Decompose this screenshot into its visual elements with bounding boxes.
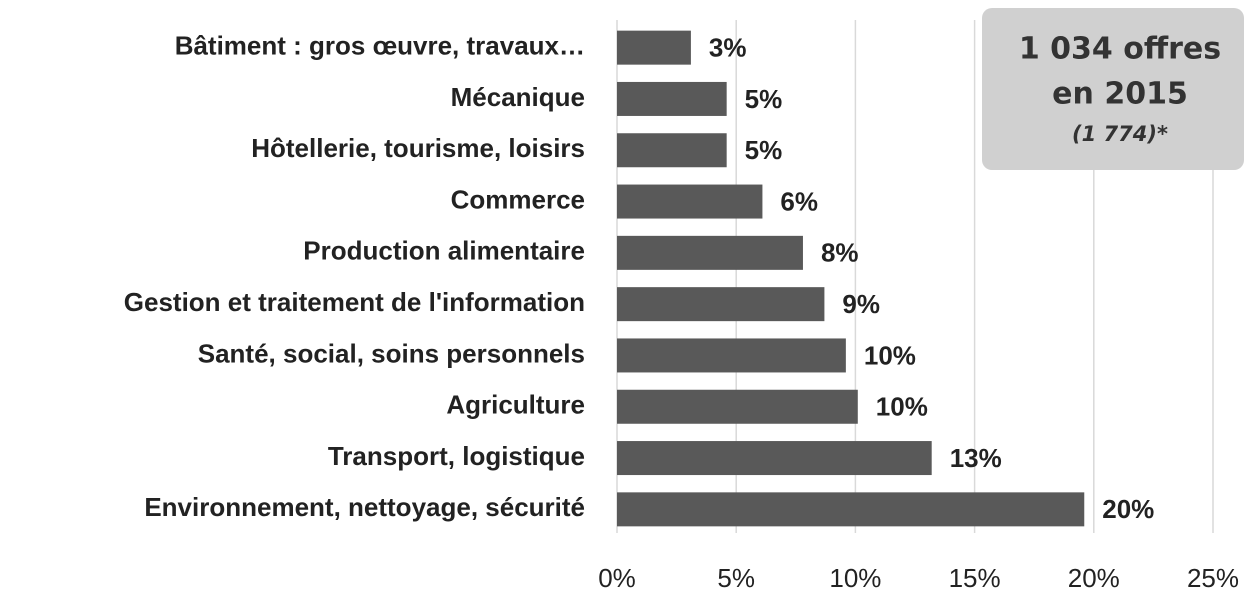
bar: [617, 338, 846, 373]
bar: [617, 81, 727, 116]
bar: [617, 441, 932, 476]
y-tick-label: Gestion et traitement de l'information: [124, 287, 585, 317]
annotation-box: [982, 8, 1244, 170]
x-tick-label: 0%: [598, 563, 636, 593]
bar: [617, 287, 825, 322]
bar: [617, 389, 858, 424]
x-tick-label: 25%: [1187, 563, 1239, 593]
bar: [617, 492, 1085, 527]
data-label: 9%: [842, 289, 880, 319]
y-tick-label: Agriculture: [446, 390, 585, 420]
data-label: 5%: [745, 135, 783, 165]
bar: [617, 235, 803, 270]
data-label: 10%: [876, 392, 928, 422]
data-label: 20%: [1102, 494, 1154, 524]
data-label: 3%: [709, 33, 747, 63]
annotation: 1 034 offres: [1019, 32, 1221, 67]
bar: [617, 133, 727, 168]
y-tick-label: Bâtiment : gros œuvre, travaux…: [175, 31, 585, 61]
x-tick-label: 5%: [717, 563, 755, 593]
y-tick-label: Transport, logistique: [328, 441, 585, 471]
annotation: en 2015: [1052, 77, 1188, 112]
x-tick-label: 15%: [949, 563, 1001, 593]
x-tick-label: 10%: [829, 563, 881, 593]
y-tick-label: Santé, social, soins personnels: [198, 338, 585, 368]
y-tick-label: Hôtellerie, tourisme, loisirs: [251, 133, 585, 163]
data-label: 8%: [821, 238, 859, 268]
data-label: 13%: [950, 443, 1002, 473]
y-tick-label: Commerce: [451, 184, 585, 214]
y-tick-label: Production alimentaire: [303, 236, 585, 266]
y-tick-label: Mécanique: [451, 82, 585, 112]
data-label: 10%: [864, 340, 916, 370]
bar: [617, 184, 763, 219]
annotation: (1 774)*: [1072, 122, 1168, 146]
y-tick-label: Environnement, nettoyage, sécurité: [144, 492, 585, 522]
x-tick-label: 20%: [1068, 563, 1120, 593]
bar: [617, 30, 691, 65]
data-label: 5%: [745, 84, 783, 114]
data-label: 6%: [780, 186, 818, 216]
